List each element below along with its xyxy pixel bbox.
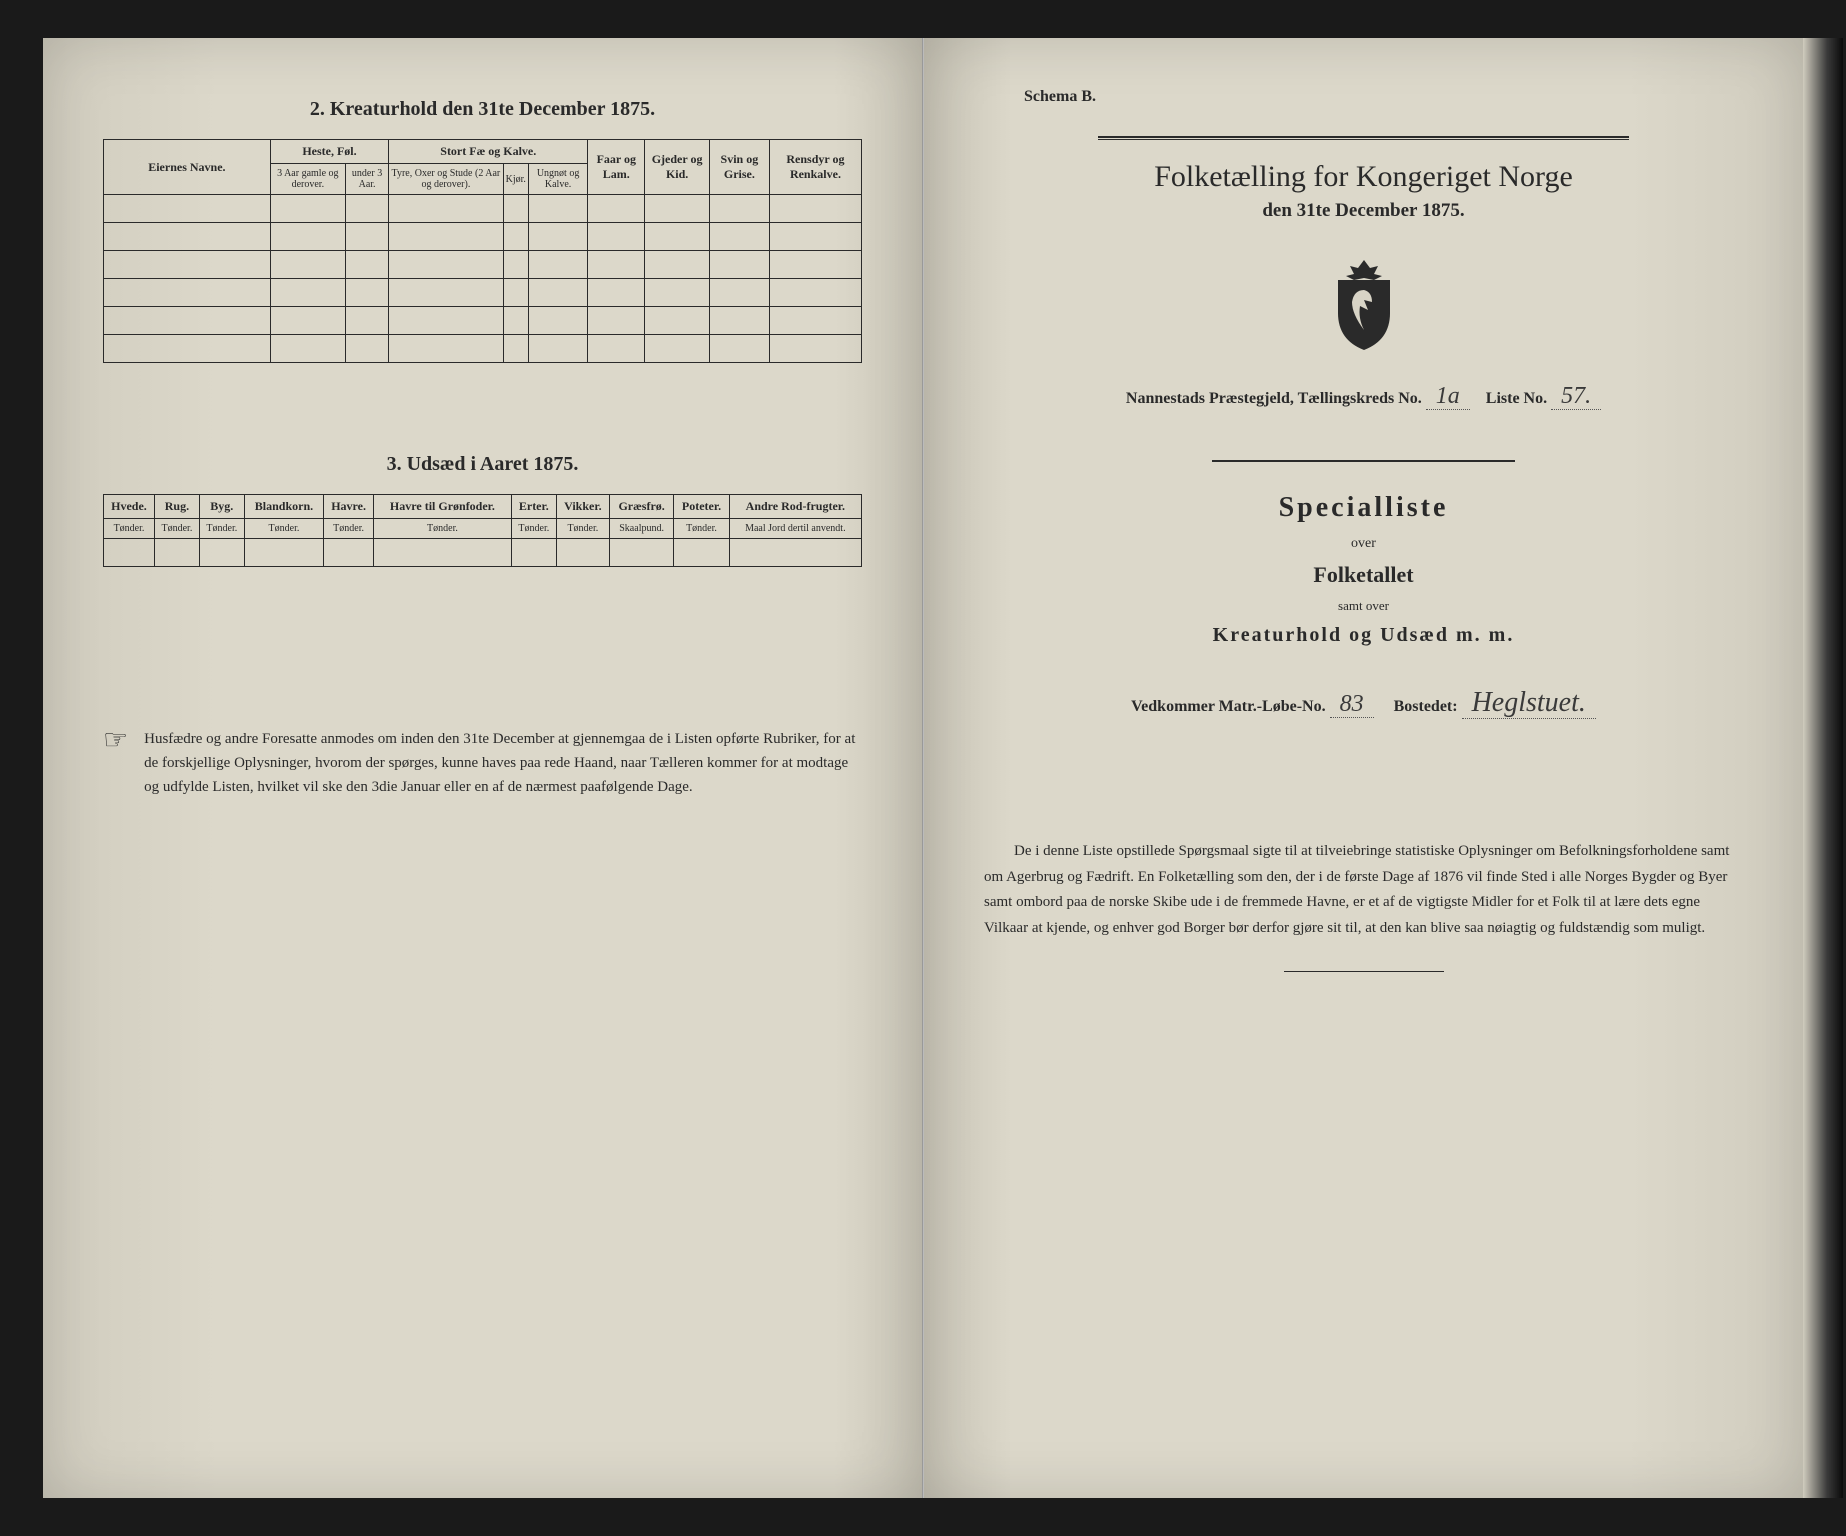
kreds-no: 1a [1426,383,1470,410]
t3-cell-6 [511,539,556,567]
col-eiernes: Eiernes Navne. [104,140,271,195]
t3-col-1: Rug. [154,495,199,519]
bostedet-value: Heglstuet. [1462,687,1596,719]
sub-stort-a: Tyre, Oxer og Stude (2 Aar og derover). [389,164,503,195]
kreatur-line: Kreaturhold og Udsæd m. m. [984,624,1743,647]
t3-col-0: Hvede. [104,495,155,519]
col-gjeder: Gjeder og Kid. [645,140,710,195]
t3-col-9: Poteter. [674,495,729,519]
t3-col-10: Andre Rod-frugter. [729,495,861,519]
t3-sub-0: Tønder. [104,519,155,539]
t3-col-3: Blandkorn. [244,495,323,519]
left-page: 2. Kreaturhold den 31te December 1875. E… [43,38,923,1498]
t3-sub-7: Tønder. [556,519,609,539]
liste-no: 57. [1551,383,1601,410]
t3-cell-8 [609,539,673,567]
grp-heste: Heste, Føl. [270,140,388,164]
t3-sub-1: Tønder. [154,519,199,539]
t3-col-4: Havre. [324,495,374,519]
t3-sub-2: Tønder. [199,519,244,539]
table2-title: 2. Kreaturhold den 31te December 1875. [103,98,862,121]
t3-sub-6: Tønder. [511,519,556,539]
table3-udsaed: Hvede.Rug.Byg.Blandkorn.Havre.Havre til … [103,494,862,567]
sub-heste-a: 3 Aar gamle og derover. [270,164,345,195]
t3-cell-9 [674,539,729,567]
t3-sub-3: Tønder. [244,519,323,539]
parish-label: Nannestads Præstegjeld, Tællingskreds No… [1126,390,1422,407]
t3-sub-5: Tønder. [374,519,512,539]
lobe-label: Vedkommer Matr.-Løbe-No. [1131,698,1326,715]
t3-cell-0 [104,539,155,567]
main-title: Folketælling for Kongeriget Norge [984,160,1743,194]
specialliste: Specialliste [984,492,1743,524]
t3-sub-4: Tønder. [324,519,374,539]
table2-body [104,195,862,363]
t3-col-7: Vikker. [556,495,609,519]
main-subtitle: den 31te December 1875. [984,200,1743,222]
sub-stort-b: Kjør. [503,164,528,195]
t3-sub-10: Maal Jord dertil anvendt. [729,519,861,539]
pointing-hand-icon: ☞ [103,727,128,799]
samt-over: samt over [984,598,1743,614]
lobe-line: Vedkommer Matr.-Løbe-No. 83 Bostedet: He… [984,687,1743,719]
t3-col-8: Græsfrø. [609,495,673,519]
schema-label: Schema B. [1024,88,1743,106]
bostedet-label: Bostedet: [1394,698,1458,715]
left-footer-note: ☞ Husfædre og andre Foresatte anmodes om… [103,727,862,799]
t3-cell-3 [244,539,323,567]
t3-cell-7 [556,539,609,567]
t3-cell-4 [324,539,374,567]
left-note-text: Husfædre og andre Foresatte anmodes om i… [144,727,862,799]
t3-cell-10 [729,539,861,567]
folketallet: Folketallet [984,562,1743,588]
t3-cell-1 [154,539,199,567]
col-svin: Svin og Grise. [709,140,769,195]
over1: over [984,536,1743,552]
t3-col-2: Byg. [199,495,244,519]
page-edge-shadow [1803,38,1843,1498]
lobe-no: 83 [1330,691,1374,718]
t3-cell-2 [199,539,244,567]
col-faar: Faar og Lam. [588,140,645,195]
sub-stort-c: Ungnøt og Kalve. [528,164,587,195]
coat-of-arms-icon [1324,258,1404,353]
t3-col-6: Erter. [511,495,556,519]
right-page: Schema B. Folketælling for Kongeriget No… [923,38,1803,1498]
t3-sub-9: Tønder. [674,519,729,539]
rule-mid [1212,460,1516,462]
rule-bottom [1284,971,1444,972]
liste-label: Liste No. [1486,390,1547,407]
grp-stort: Stort Fæ og Kalve. [389,140,588,164]
parish-line: Nannestads Præstegjeld, Tællingskreds No… [984,383,1743,410]
table2-kreaturhold: Eiernes Navne. Heste, Føl. Stort Fæ og K… [103,139,862,363]
t3-col-5: Havre til Grønfoder. [374,495,512,519]
col-rensdyr: Rensdyr og Renkalve. [769,140,861,195]
t3-sub-8: Skaalpund. [609,519,673,539]
rule-top [1098,136,1629,140]
right-note-text: De i denne Liste opstillede Spørgsmaal s… [984,839,1743,941]
document-spread: 2. Kreaturhold den 31te December 1875. E… [43,38,1803,1498]
t3-cell-5 [374,539,512,567]
sub-heste-b: under 3 Aar. [345,164,388,195]
table3-title: 3. Udsæd i Aaret 1875. [103,453,862,476]
